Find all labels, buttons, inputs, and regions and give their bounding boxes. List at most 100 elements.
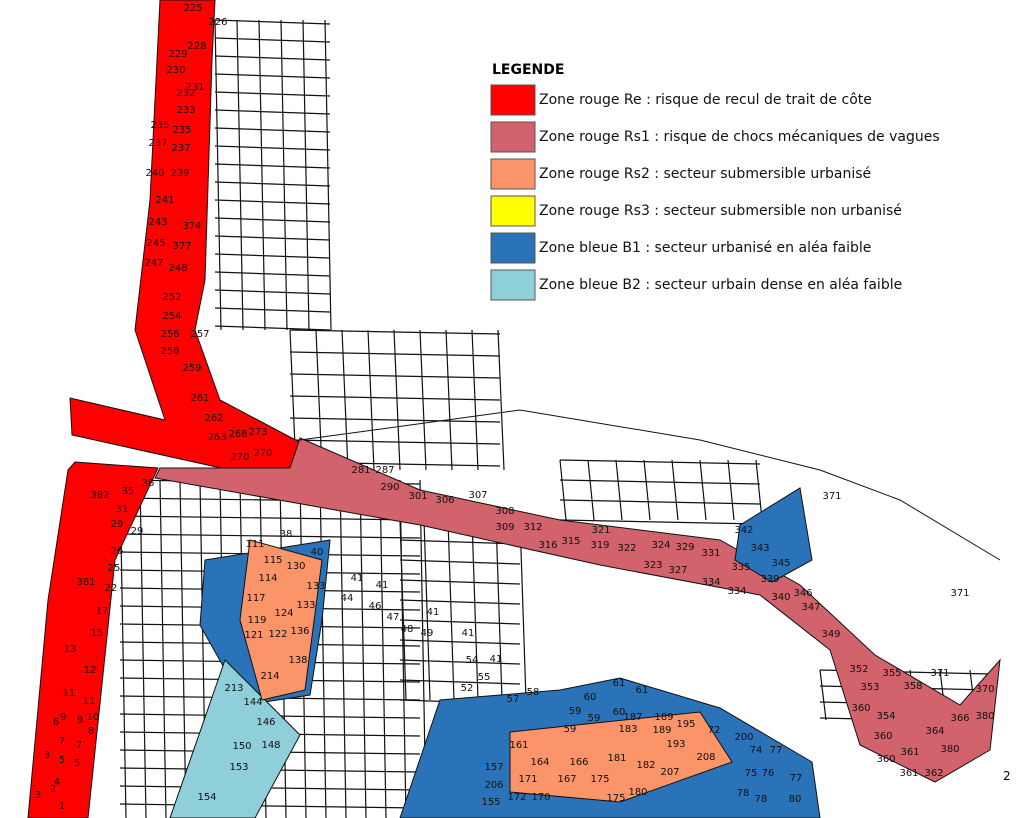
parcel-label: 347 (801, 602, 820, 613)
street (280, 19, 288, 331)
legend-swatch (490, 195, 536, 227)
parcel-label: 360 (876, 754, 895, 765)
parcel-label: 26 (111, 546, 124, 557)
parcel-label: 115 (263, 555, 282, 566)
parcel-label: 11 (63, 688, 76, 699)
parcel-label: 259 (182, 363, 201, 374)
parcel-label: 316 (538, 540, 557, 551)
parcel-label: 360 (851, 703, 870, 714)
street (214, 217, 331, 223)
parcel-label: 111 (245, 539, 264, 550)
parcel-label: 5 (74, 758, 80, 769)
parcel-label: 258 (160, 346, 179, 357)
parcel-label: 360 (873, 731, 892, 742)
street (497, 329, 505, 471)
street (339, 479, 347, 818)
parcel-label: 315 (561, 536, 580, 547)
parcel-label: 371 (822, 491, 841, 502)
street (214, 109, 331, 115)
legend-label: Zone bleue B1 : secteur urbanisé en aléa… (539, 240, 871, 256)
parcel-label: 76 (762, 768, 775, 779)
parcel-label: 57 (507, 694, 520, 705)
parcel-label: 146 (256, 717, 275, 728)
legend-box (486, 55, 942, 305)
street (399, 659, 521, 665)
street (214, 325, 331, 331)
parcel-label: 136 (290, 626, 309, 637)
parcel-label: 263 (207, 432, 226, 443)
parcel-label: 40 (311, 547, 324, 558)
street (819, 669, 827, 721)
parcel-label: 15 (91, 628, 104, 639)
parcel-label: 287 (375, 465, 394, 476)
parcel-label: 166 (569, 757, 588, 768)
legend-title: LEGENDE (492, 62, 564, 78)
parcel-label: 193 (666, 739, 685, 750)
parcel-label: 207 (660, 767, 679, 778)
parcel-label: 240 (145, 168, 164, 179)
parcel-label: 38 (280, 529, 293, 540)
parcel-label: 153 (229, 762, 248, 773)
parcel-label: 340 (771, 592, 790, 603)
parcel-label: 6 (53, 717, 59, 728)
parcel-label: 60 (613, 707, 626, 718)
parcel-label: 308 (495, 506, 514, 517)
street (399, 639, 521, 645)
parcel-label: 206 (484, 780, 503, 791)
parcel-label: 12 (84, 665, 97, 676)
parcel-label: 380 (940, 744, 959, 755)
parcel-label: 374 (182, 221, 201, 232)
street (615, 459, 623, 521)
parcel-label: 364 (925, 726, 944, 737)
parcel-label: 78 (755, 794, 768, 805)
parcel-label: 46 (369, 601, 382, 612)
parcel-label: 4 (54, 777, 60, 788)
parcel-label: 60 (584, 692, 597, 703)
street (289, 395, 501, 401)
parcel-label: 25 (108, 563, 121, 574)
street (214, 181, 331, 187)
parcel-label: 119 (247, 615, 266, 626)
parcel-label: 235 (150, 120, 169, 131)
street (341, 329, 349, 471)
parcel-label: 59 (564, 724, 577, 735)
street (643, 459, 651, 521)
parcel-label: 72 (708, 725, 721, 736)
parcel-label: 361 (899, 768, 918, 779)
zone-re-west (27, 461, 159, 818)
parcel-label: 189 (652, 725, 671, 736)
street (289, 417, 501, 423)
parcel-label: 183 (618, 724, 637, 735)
parcel-label: 343 (750, 543, 769, 554)
parcel-label: 228 (187, 41, 206, 52)
parcel-label: 161 (509, 740, 528, 751)
street (179, 479, 187, 818)
street (559, 459, 567, 521)
parcel-label: 29 (111, 519, 124, 530)
parcel-label: 273 (248, 427, 267, 438)
street (289, 439, 501, 445)
parcel-label: 270 (230, 452, 249, 463)
parcel-label: 248 (168, 263, 187, 274)
street (699, 459, 707, 521)
street (289, 351, 501, 357)
street (367, 329, 375, 471)
legend-label: Zone rouge Re : risque de recul de trait… (539, 92, 872, 108)
parcel-label: 380 (975, 711, 994, 722)
parcel-label: 254 (162, 311, 181, 322)
parcel-label: 290 (380, 482, 399, 493)
parcel-label: 3 (44, 750, 50, 761)
street (214, 235, 331, 241)
legend-label: Zone rouge Rs1 : risque de chocs mécaniq… (539, 129, 940, 145)
parcel-label: 52 (461, 683, 474, 694)
parcel-label: 180 (628, 787, 647, 798)
parcel-label: 261 (190, 393, 209, 404)
street (119, 533, 421, 539)
parcel-label: 243 (148, 217, 167, 228)
parcel-label: 321 (591, 525, 610, 536)
parcel-label: 345 (771, 558, 790, 569)
parcel-label: 229 (168, 49, 187, 60)
street (159, 479, 167, 818)
parcel-label: 117 (246, 593, 265, 604)
